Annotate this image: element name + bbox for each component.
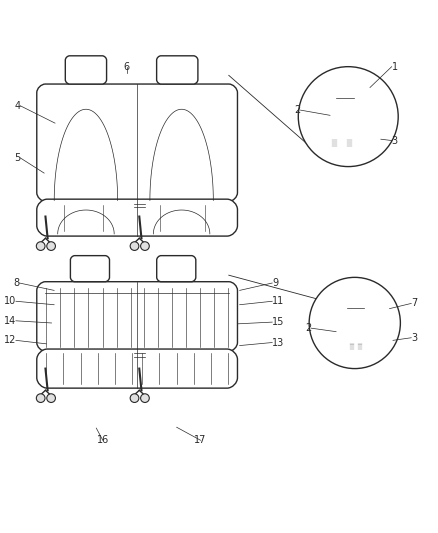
Text: 12: 12 [4, 335, 16, 345]
Text: 15: 15 [272, 317, 285, 327]
PathPatch shape [37, 349, 237, 388]
Text: 1: 1 [392, 62, 398, 71]
Circle shape [298, 67, 398, 167]
Text: 3: 3 [411, 333, 417, 343]
Circle shape [47, 394, 56, 402]
PathPatch shape [71, 256, 110, 282]
Bar [350, 342, 353, 350]
PathPatch shape [37, 199, 237, 236]
PathPatch shape [328, 90, 360, 109]
Circle shape [141, 242, 149, 251]
Text: 11: 11 [272, 296, 284, 306]
Circle shape [141, 394, 149, 402]
Text: 4: 4 [14, 101, 20, 111]
Circle shape [130, 394, 139, 402]
Bar [332, 138, 337, 148]
PathPatch shape [65, 56, 106, 84]
Text: 6: 6 [124, 62, 130, 71]
Text: 10: 10 [4, 296, 16, 306]
Text: 9: 9 [272, 278, 279, 288]
Bar [347, 138, 352, 148]
Circle shape [47, 242, 56, 251]
Bar [358, 342, 362, 350]
Text: 2: 2 [305, 323, 311, 333]
Text: 5: 5 [14, 153, 20, 163]
Text: 17: 17 [194, 435, 207, 445]
Text: 8: 8 [13, 278, 19, 288]
PathPatch shape [157, 256, 196, 282]
PathPatch shape [37, 84, 237, 201]
PathPatch shape [37, 282, 237, 351]
Circle shape [309, 277, 400, 369]
Circle shape [36, 394, 45, 402]
Circle shape [36, 242, 45, 251]
Text: 13: 13 [272, 337, 284, 348]
PathPatch shape [157, 56, 198, 84]
Text: 16: 16 [97, 435, 109, 445]
Text: 14: 14 [4, 316, 16, 326]
PathPatch shape [342, 301, 369, 317]
Circle shape [130, 242, 139, 251]
Text: 2: 2 [294, 105, 300, 115]
Text: 7: 7 [411, 298, 417, 309]
Text: 3: 3 [392, 135, 398, 146]
